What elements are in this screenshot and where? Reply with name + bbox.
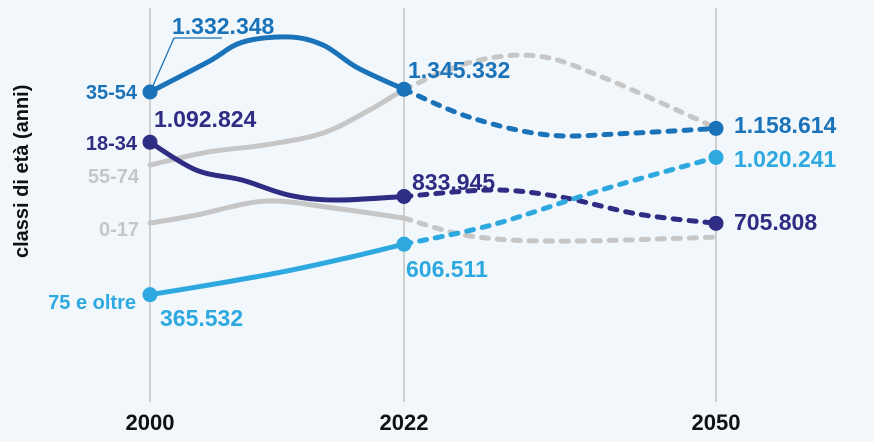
x-tick-label: 2050	[692, 410, 741, 435]
category-label-55-74: 55-74	[88, 166, 140, 188]
series-line-0-17	[147, 198, 407, 226]
data-point-75-e-oltre	[396, 236, 412, 252]
data-point-75-e-oltre	[142, 287, 158, 303]
category-label-35-54: 35-54	[86, 82, 138, 104]
series-line-75-e-oltre	[147, 241, 407, 298]
leader-line	[151, 37, 175, 89]
data-label: 1.332.348	[172, 13, 275, 39]
data-point-35-54	[396, 81, 412, 97]
series-line-55-74	[147, 86, 407, 168]
data-point-35-54	[708, 120, 724, 136]
series-line-18-34	[147, 139, 407, 203]
series-projection-18-34	[401, 187, 719, 226]
x-tick-label: 2022	[380, 410, 429, 435]
data-label: 1.345.332	[408, 57, 510, 83]
data-point-35-54	[142, 84, 158, 100]
series-projection-35-54	[401, 86, 719, 139]
series-projection-75-e-oltre	[401, 154, 719, 247]
data-point-75-e-oltre	[708, 149, 724, 165]
data-label: 833.945	[412, 169, 495, 195]
data-label: 1.092.824	[154, 106, 257, 132]
category-label-0-17: 0-17	[99, 219, 139, 241]
data-label: 1.158.614	[734, 112, 837, 138]
series-projection-55-74	[401, 52, 719, 131]
category-label-75-plus: 75 e oltre	[48, 292, 136, 314]
series-projection-0-17	[401, 215, 719, 244]
data-point-18-34	[396, 188, 412, 204]
data-point-18-34	[708, 215, 724, 231]
series-line-35-54	[147, 34, 407, 95]
data-label: 1.020.241	[734, 146, 837, 172]
y-axis-title: classi di età (anni)	[11, 85, 33, 258]
data-label: 606.511	[406, 256, 488, 282]
data-label: 365.532	[160, 305, 243, 331]
data-label: 705.808	[734, 209, 817, 235]
data-point-18-34	[142, 134, 158, 150]
category-label-18-34: 18-34	[86, 133, 138, 155]
x-tick-label: 2000	[126, 410, 175, 435]
